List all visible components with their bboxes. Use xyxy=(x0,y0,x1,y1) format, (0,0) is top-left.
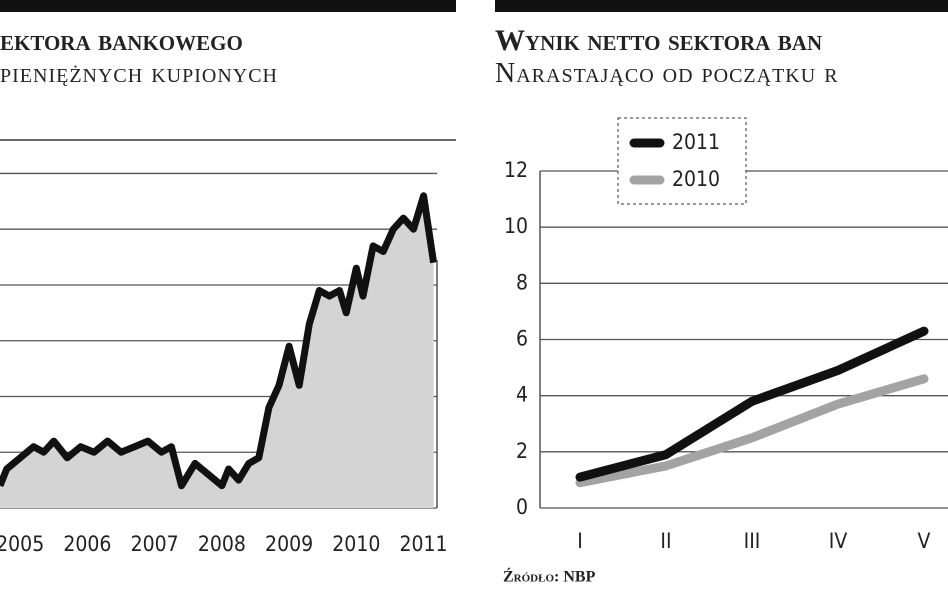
chart-title: Wynik netto sektora ban xyxy=(495,24,822,57)
chart-subtitle: pieniężnych kupionych xyxy=(0,58,278,89)
x-tick-label: 2009 xyxy=(265,532,313,556)
x-tick-label: IV xyxy=(829,529,848,553)
x-tick-label: II xyxy=(660,529,671,553)
x-tick-label: V xyxy=(918,529,931,553)
y-tick-label: 6 xyxy=(516,327,528,351)
y-tick-label: 12 xyxy=(504,158,528,182)
x-tick-label: 2005 xyxy=(0,532,44,556)
source: Źródło: NBP xyxy=(503,567,596,586)
area xyxy=(0,195,434,509)
y-tick-label: 8 xyxy=(516,270,528,294)
legend-label: 2011 xyxy=(672,130,720,154)
y-tick-label: 0 xyxy=(516,495,528,519)
x-tick-label: 2006 xyxy=(63,532,111,556)
legend-label: 2010 xyxy=(672,167,720,191)
x-tick-label: 2011 xyxy=(400,532,448,556)
header-bar xyxy=(0,0,456,12)
chart-title: ektora bankowego xyxy=(0,24,243,57)
x-tick-label: I xyxy=(577,529,583,553)
line xyxy=(575,374,929,488)
line xyxy=(575,326,929,482)
x-tick-label: 2007 xyxy=(131,532,179,556)
legend-box xyxy=(617,117,747,205)
x-tick-label: III xyxy=(744,529,761,553)
line xyxy=(0,192,438,490)
x-tick-label: 2008 xyxy=(198,532,246,556)
header-bar xyxy=(495,0,948,12)
chart-subtitle: Narastająco od początku r xyxy=(495,58,839,89)
y-tick-label: 10 xyxy=(504,214,528,238)
y-tick-label: 2 xyxy=(516,439,528,463)
y-tick-label: 4 xyxy=(516,383,528,407)
x-tick-label: 2010 xyxy=(332,532,380,556)
